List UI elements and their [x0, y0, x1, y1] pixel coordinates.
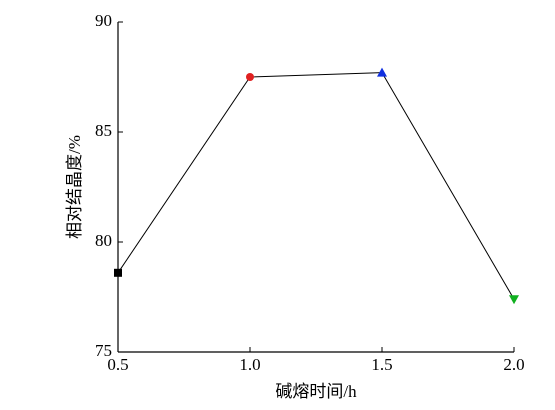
line — [117, 72, 515, 300]
y-tick-label: 85 — [95, 121, 112, 140]
x-tick-label: 1.0 — [239, 355, 260, 374]
x-tick-label: 2.0 — [503, 355, 524, 374]
marker — [509, 295, 519, 305]
marker — [377, 67, 387, 77]
marker — [246, 73, 254, 81]
marker — [114, 268, 122, 277]
x-axis-label: 碱熔时间/h — [275, 382, 357, 401]
y-tick-label: 90 — [95, 11, 112, 30]
y-axis-label: 相对结晶度/% — [65, 135, 84, 239]
x-tick-label: 0.5 — [107, 355, 128, 374]
x-tick-label: 1.5 — [371, 355, 392, 374]
y-tick-label: 75 — [95, 341, 112, 360]
y-tick-label: 80 — [95, 231, 112, 250]
